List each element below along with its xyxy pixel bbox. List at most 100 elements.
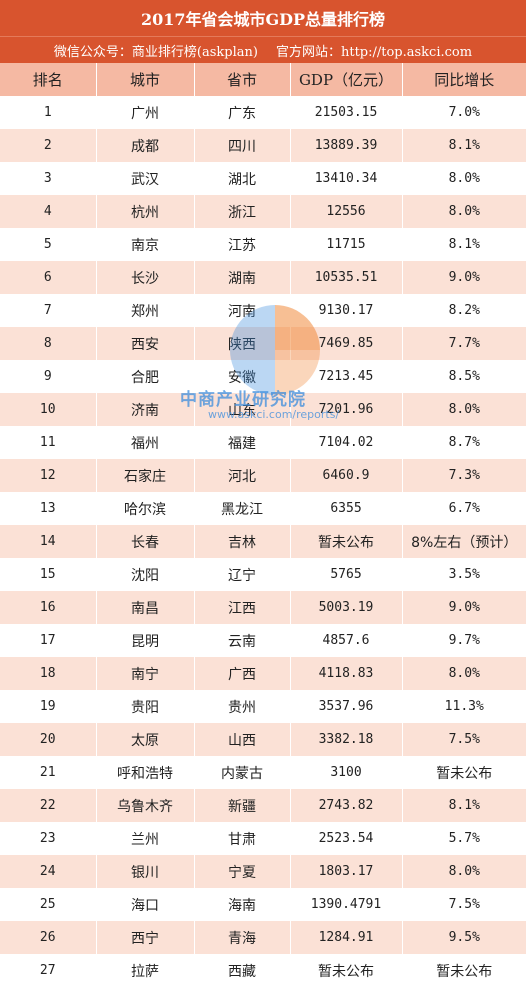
growth-cell: 8.0% [448,204,480,219]
table-row: 19 贵阳 贵州 3537.96 11.3% [0,690,526,723]
growth-cell: 8.0% [448,864,480,879]
city-cell: 长春 [96,525,195,558]
city-cell: 太原 [96,723,195,756]
growth-cell: 8.2% [448,303,480,318]
rank-cell: 19 [0,690,97,723]
province-cell: 江西 [194,591,291,624]
city-cell: 福州 [96,426,195,459]
gdp-cell: 7104.02 [290,426,403,459]
gdp-cell: 7201.96 [290,393,403,426]
table-row: 2 成都 四川 13889.39 8.1% [0,129,526,162]
gdp-cell: 6355 [290,492,403,525]
rank-cell: 16 [0,591,97,624]
province-cell: 山东 [194,393,291,426]
rank-cell: 15 [0,558,97,591]
city-cell: 杭州 [96,195,195,228]
province-cell: 江苏 [194,228,291,261]
growth-cell: 9.5% [448,930,480,945]
city-cell: 成都 [96,129,195,162]
gdp-cell: 4118.83 [290,657,403,690]
province-cell: 西藏 [194,954,291,987]
province-cell: 陕西 [194,327,291,360]
gdp-cell: 10535.51 [290,261,403,294]
table-row: 18 南宁 广西 4118.83 8.0% [0,657,526,690]
gdp-cell: 暂未公布 [290,525,403,558]
gdp-cell: 7213.45 [290,360,403,393]
city-cell: 昆明 [96,624,195,657]
table-body: 1 广州 广东 21503.15 7.0% 2 成都 四川 13889.39 8.1% 3 武汉 湖北 1… [0,96,526,987]
rank-cell: 10 [0,393,97,426]
table-row: 5 南京 江苏 11715 8.1% [0,228,526,261]
city-cell: 乌鲁木齐 [96,789,195,822]
gdp-ranking-table: 排名 城市 省市 GDP（亿元） 同比增长 1 广州 广东 21503.15 7.0% 2… [0,63,526,987]
gdp-cell: 3537.96 [290,690,403,723]
rank-cell: 20 [0,723,97,756]
gdp-cell: 5765 [290,558,403,591]
table-row: 14 长春 吉林 暂未公布 8%左右（预计） [0,525,526,558]
table-row: 6 长沙 湖南 10535.51 9.0% [0,261,526,294]
column-header-growth: 同比增长 [434,71,495,89]
table-row: 9 合肥 安徽 7213.45 8.5% [0,360,526,393]
table-row: 23 兰州 甘肃 2523.54 5.7% [0,822,526,855]
gdp-cell: 13889.39 [290,129,403,162]
gdp-cell: 1284.91 [290,921,403,954]
growth-cell: 暂未公布 [436,963,493,980]
province-cell: 辽宁 [194,558,291,591]
rank-cell: 26 [0,921,97,954]
growth-cell: 8.0% [448,666,480,681]
table-row: 17 昆明 云南 4857.6 9.7% [0,624,526,657]
column-header-gdp: GDP（亿元） [290,63,403,96]
watermark-name: 中商产业研究院 [180,390,306,410]
table-row: 3 武汉 湖北 13410.34 8.0% [0,162,526,195]
rank-cell: 23 [0,822,97,855]
province-cell: 广西 [194,657,291,690]
province-cell: 黑龙江 [194,492,291,525]
gdp-cell: 9130.17 [290,294,403,327]
gdp-cell: 3100 [290,756,403,789]
growth-cell: 8.0% [448,402,480,417]
growth-cell: 7.3% [448,468,480,483]
gdp-cell: 11715 [290,228,403,261]
province-cell: 福建 [194,426,291,459]
rank-cell: 18 [0,657,97,690]
rank-cell: 25 [0,888,97,921]
gdp-cell: 13410.34 [290,162,403,195]
gdp-cell: 1390.4791 [290,888,403,921]
city-cell: 南宁 [96,657,195,690]
city-cell: 贵阳 [96,690,195,723]
rank-cell: 13 [0,492,97,525]
table-row: 27 拉萨 西藏 暂未公布 暂未公布 [0,954,526,987]
city-cell: 西宁 [96,921,195,954]
table-row: 20 太原 山西 3382.18 7.5% [0,723,526,756]
table-row: 26 西宁 青海 1284.91 9.5% [0,921,526,954]
table-header-row: 排名 城市 省市 GDP（亿元） 同比增长 [0,63,526,96]
gdp-cell: 4857.6 [290,624,403,657]
rank-cell: 24 [0,855,97,888]
gdp-cell: 暂未公布 [290,954,403,987]
city-cell: 南京 [96,228,195,261]
province-cell: 河北 [194,459,291,492]
growth-cell: 8.1% [448,798,480,813]
growth-cell: 8.5% [448,369,480,384]
gdp-cell: 2523.54 [290,822,403,855]
growth-cell: 3.5% [448,567,480,582]
table-row: 12 石家庄 河北 6460.9 7.3% [0,459,526,492]
city-cell: 兰州 [96,822,195,855]
city-cell: 郑州 [96,294,195,327]
province-cell: 安徽 [194,360,291,393]
watermark-url: www.askci.com/reports/ [208,408,340,421]
growth-cell: 8%左右（预计） [411,534,518,551]
table-row: 13 哈尔滨 黑龙江 6355 6.7% [0,492,526,525]
growth-cell: 6.7% [448,501,480,516]
rank-cell: 14 [0,525,97,558]
city-cell: 合肥 [96,360,195,393]
rank-cell: 2 [0,129,97,162]
city-cell: 沈阳 [96,558,195,591]
column-header-city: 城市 [96,63,195,96]
province-cell: 宁夏 [194,855,291,888]
province-cell: 河南 [194,294,291,327]
rank-cell: 21 [0,756,97,789]
rank-cell: 7 [0,294,97,327]
province-cell: 山西 [194,723,291,756]
rank-cell: 11 [0,426,97,459]
